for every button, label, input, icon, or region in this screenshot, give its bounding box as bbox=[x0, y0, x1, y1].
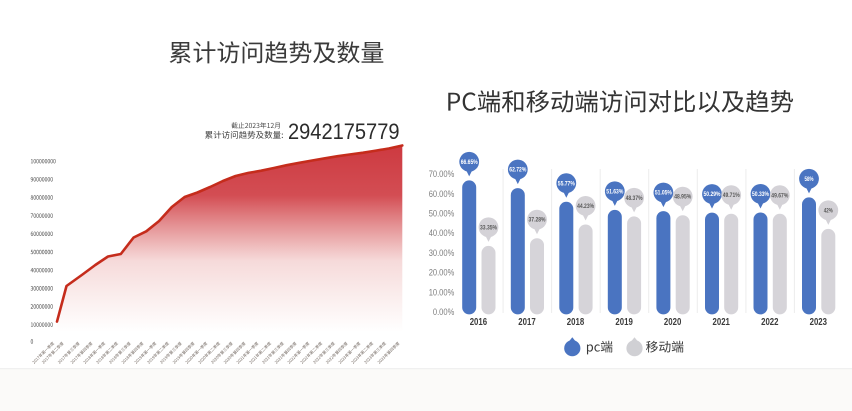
svg-text:51.63%: 51.63% bbox=[606, 189, 624, 195]
svg-text:0.00%: 0.00% bbox=[433, 307, 455, 318]
svg-text:50.33%: 50.33% bbox=[752, 192, 770, 198]
svg-text:62.72%: 62.72% bbox=[509, 168, 527, 174]
svg-text:2019: 2019 bbox=[615, 317, 633, 328]
svg-text:66.65%: 66.65% bbox=[461, 160, 479, 166]
svg-text:51.05%: 51.05% bbox=[655, 191, 673, 197]
svg-text:60.00%: 60.00% bbox=[429, 189, 455, 200]
svg-text:55.77%: 55.77% bbox=[558, 181, 576, 187]
svg-text:2016: 2016 bbox=[470, 317, 488, 328]
svg-text:2017: 2017 bbox=[518, 317, 536, 328]
svg-text:37.28%: 37.28% bbox=[529, 218, 547, 224]
svg-text:10.00%: 10.00% bbox=[429, 287, 455, 298]
svg-text:70.00%: 70.00% bbox=[429, 169, 455, 180]
svg-text:2020: 2020 bbox=[664, 317, 682, 328]
svg-text:58%: 58% bbox=[805, 177, 814, 183]
svg-text:2022: 2022 bbox=[761, 317, 779, 328]
svg-text:20.00%: 20.00% bbox=[429, 268, 455, 279]
svg-text:40.00%: 40.00% bbox=[429, 228, 455, 239]
svg-text:30.00%: 30.00% bbox=[429, 248, 455, 259]
svg-text:2942175779: 2942175779 bbox=[288, 119, 400, 144]
svg-text:49.67%: 49.67% bbox=[771, 193, 789, 199]
svg-text:48.37%: 48.37% bbox=[626, 196, 644, 202]
svg-text:2021: 2021 bbox=[713, 317, 731, 328]
svg-text:42%: 42% bbox=[824, 208, 833, 214]
svg-text:2023: 2023 bbox=[810, 317, 828, 328]
svg-text:48.95%: 48.95% bbox=[674, 195, 692, 201]
svg-text:44.23%: 44.23% bbox=[577, 204, 595, 210]
svg-text:50.00%: 50.00% bbox=[429, 209, 455, 220]
svg-text:49.71%: 49.71% bbox=[723, 193, 741, 199]
svg-text:33.35%: 33.35% bbox=[480, 225, 498, 231]
svg-text:2018: 2018 bbox=[567, 317, 585, 328]
svg-text:50.29%: 50.29% bbox=[704, 192, 722, 198]
